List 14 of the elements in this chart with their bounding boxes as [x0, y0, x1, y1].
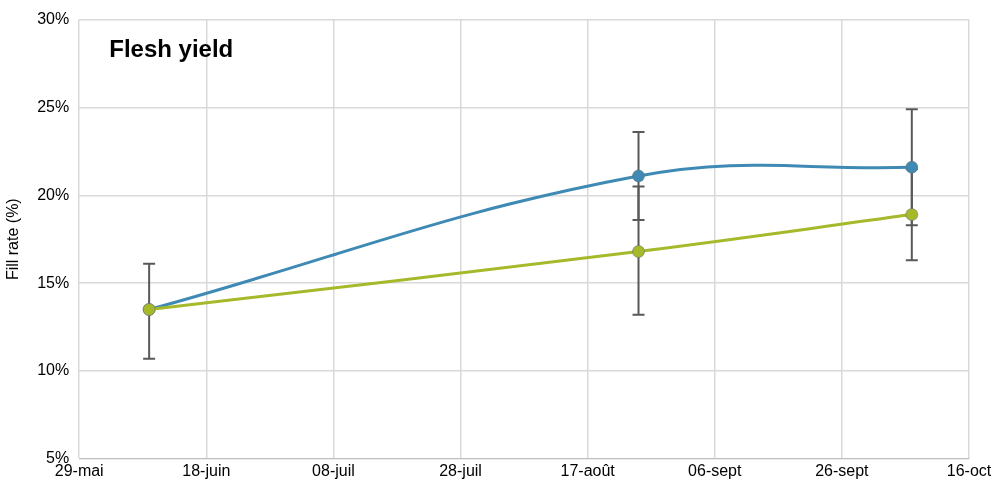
y-tick-label: 30%	[37, 10, 70, 28]
text: Flesh yield	[109, 35, 234, 63]
y-tick-label: 20%	[37, 185, 70, 203]
x-tick-label: 26-sept	[815, 461, 870, 479]
x-tick-label: 06-sept	[688, 461, 743, 479]
y-tick-label: 25%	[37, 97, 70, 115]
x-tick-label: 16-oct	[946, 461, 992, 479]
x-tick-label: 18-juin	[182, 461, 231, 479]
x-tick-label: 08-juil	[312, 461, 355, 479]
y-tick-label: 15%	[37, 273, 70, 291]
y-axis-title: Fill rate (%)	[4, 198, 22, 281]
x-tick-label: 28-juil	[439, 461, 482, 479]
x-tick-label: 17-août	[560, 461, 616, 479]
y-tick-label: 10%	[37, 361, 70, 379]
